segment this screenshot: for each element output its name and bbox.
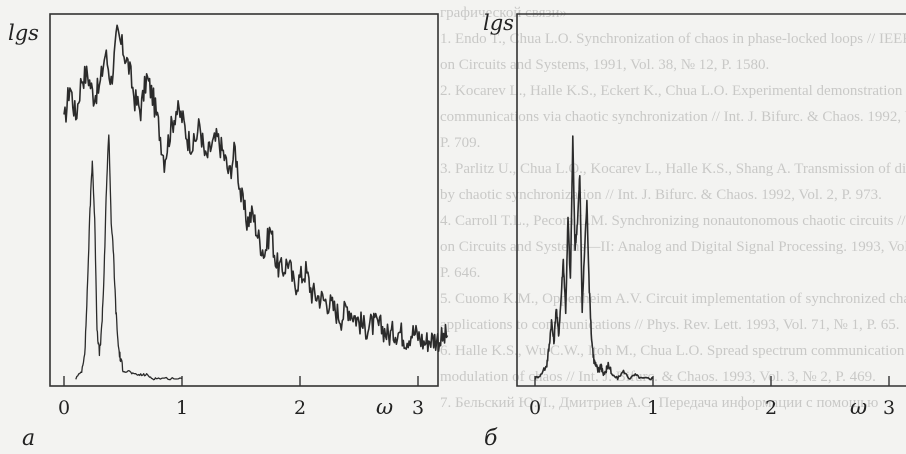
x-tick-label: 1 (176, 397, 188, 419)
background-text-line: P. 646. (440, 265, 481, 281)
background-text-line: 6. Halle K.S., Wu C.W., Itoh M., Chua L.… (440, 343, 905, 359)
data-series-line (534, 135, 654, 381)
background-text-line: by chaotic synchronization // Int. J. Bi… (440, 187, 882, 203)
background-text-line: modulation of chaos // Int. J. Bifurc. &… (440, 369, 876, 385)
y-axis-label: lgs (8, 21, 39, 45)
x-tick-label: 1 (647, 397, 659, 419)
x-axis-label: ω (850, 395, 867, 419)
background-text-line: 7. Бельский Ю.Л., Дмитриев А.С. Передача… (440, 395, 879, 411)
plot-frame (516, 13, 906, 387)
background-text-line: 3. Parlitz U., Chua L.O., Kocarev L., Ha… (440, 161, 906, 177)
background-text-line: 1. Endo T., Chua L.O. Synchronization of… (440, 31, 906, 47)
chart-panel-a: 0 1 2 3 lgs ω а (8, 13, 449, 451)
x-tick-label: 3 (412, 397, 424, 419)
chart-panel-b: 0 1 2 3 lgs ω б (483, 11, 906, 451)
x-axis-label: ω (376, 395, 393, 419)
background-text-line: on Circuits and Systems—II: Analog and D… (440, 239, 906, 255)
background-bleedthrough-text: графической связи» 1. Endo T., Chua L.O. … (440, 0, 906, 454)
x-tick-label: 0 (58, 397, 70, 419)
background-text-line: 2. Kocarev L., Halle K.S., Eckert K., Ch… (440, 83, 906, 99)
background-text-line: 5. Cuomo K.M., Oppenheim A.V. Circuit im… (440, 291, 906, 307)
panel-label: а (22, 426, 35, 451)
x-tick-label: 0 (529, 397, 541, 419)
plot-frame (49, 13, 439, 387)
panel-label: б (484, 426, 498, 451)
data-series-line (63, 24, 449, 353)
background-text-line: 4. Carroll T.L., Pecora L.M. Synchronizi… (440, 213, 906, 229)
y-axis-label: lgs (483, 11, 514, 35)
background-text-line: communications via chaotic synchronizati… (440, 109, 906, 125)
background-text-line: on Circuits and Systems, 1991, Vol. 38, … (440, 57, 770, 73)
data-series-line (75, 134, 183, 381)
background-text-line: графической связи» (440, 5, 567, 21)
background-text-line: P. 709. (440, 135, 481, 151)
x-tick-label: 2 (765, 397, 777, 419)
x-tick-label: 3 (883, 397, 895, 419)
x-tick-label: 2 (294, 397, 306, 419)
